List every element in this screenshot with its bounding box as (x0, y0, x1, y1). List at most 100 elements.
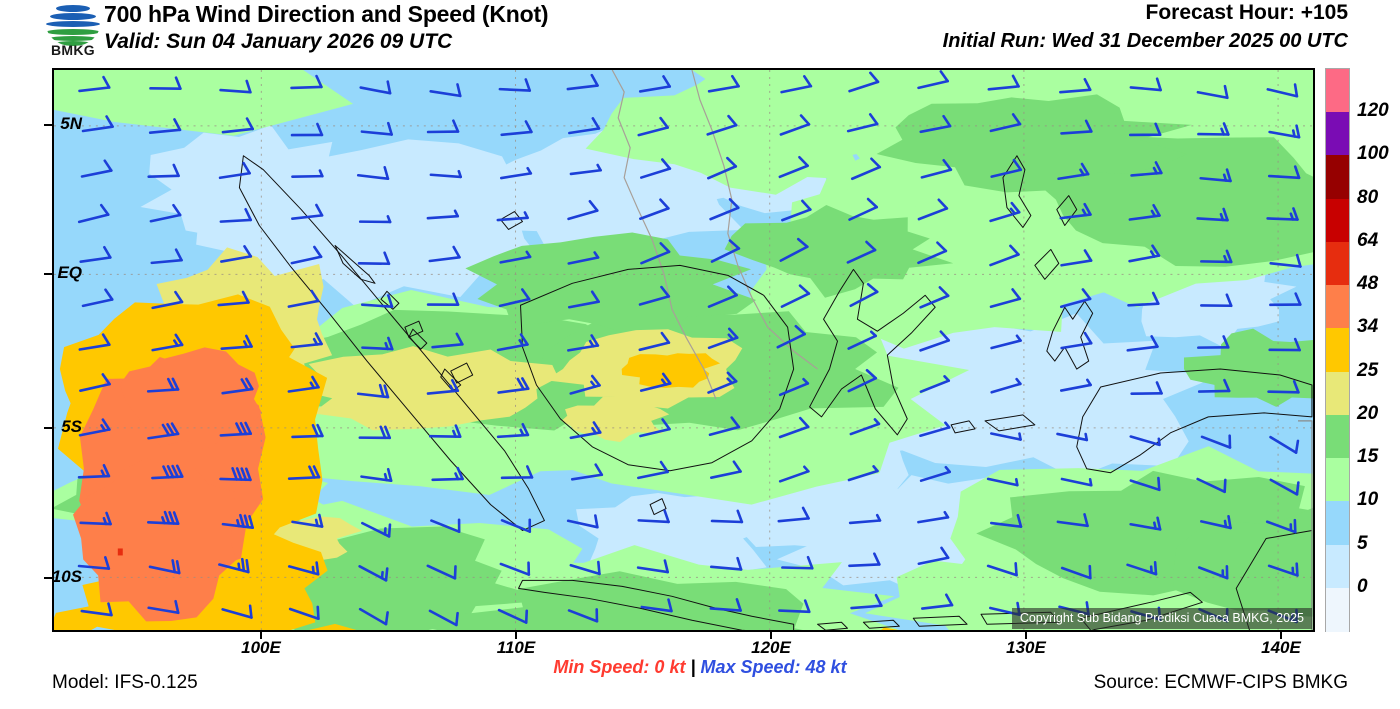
wind-barb (291, 423, 324, 439)
y-tickmark (44, 577, 52, 579)
wind-barb (847, 368, 878, 393)
wind-barb (1197, 378, 1231, 393)
x-axis-label-140e: 140E (1261, 638, 1301, 657)
wind-barb (426, 119, 460, 134)
wind-barb (848, 197, 879, 221)
wind-barb (500, 120, 533, 137)
wind-barb (80, 602, 113, 617)
source-label: Source: ECMWF-CIPS BMKG (1093, 672, 1348, 693)
wind-barb (1196, 477, 1227, 494)
windspeed-contour-band (428, 571, 804, 630)
wind-barb (221, 513, 254, 529)
wind-barb (1056, 432, 1089, 442)
wind-barb (79, 245, 112, 263)
coastline (1076, 368, 1313, 474)
wind-barb (431, 466, 464, 482)
wind-barb (356, 165, 390, 180)
coastline-overlay (238, 70, 1313, 630)
windspeed-contour-band (724, 204, 954, 298)
colorbar-band (1326, 328, 1349, 373)
wind-barb (846, 240, 877, 264)
wind-barb (220, 334, 253, 351)
wind-barb (849, 282, 879, 308)
wind-barb (1057, 162, 1090, 181)
colorbar-label: 80 (1357, 186, 1379, 208)
speed-summary: Min Speed: 0 kt | Max Speed: 48 kt (0, 657, 1400, 678)
wind-barb (566, 514, 599, 529)
wind-barb (426, 378, 460, 395)
wind-barb (360, 121, 393, 136)
wind-barb (426, 564, 457, 580)
wind-barb (220, 245, 253, 263)
y-axis-label-5s: 5S (61, 417, 82, 436)
windspeed-contour-band (621, 353, 721, 388)
wind-barb (1059, 77, 1092, 94)
windspeed-contour-band (876, 94, 1192, 193)
wind-barb (707, 371, 738, 394)
colorbar-band (1326, 458, 1349, 502)
windspeed-colorbar[interactable] (1325, 68, 1350, 632)
wind-barb (850, 157, 882, 181)
wind-barb (81, 288, 114, 308)
wind-speed-map[interactable]: Copyright Sub Bidang Prediksi Cuaca BMKG… (52, 68, 1315, 632)
colorbar-band (1326, 198, 1349, 243)
wind-barb (79, 511, 112, 526)
windspeed-contour-band (140, 125, 347, 243)
max-speed-cell (117, 548, 123, 556)
wind-barb (637, 509, 670, 524)
wind-barb (709, 198, 740, 221)
wind-barb (989, 201, 1021, 223)
wind-barb (431, 332, 464, 349)
wind-barb (1269, 253, 1302, 268)
coastline (1080, 591, 1203, 630)
wind-barb (291, 169, 324, 178)
y-tickmark (44, 273, 52, 275)
coastline (691, 70, 818, 370)
y-tickmark (44, 124, 52, 126)
wind-barb (1129, 435, 1161, 447)
wind-barb (1265, 518, 1297, 534)
wind-barb (707, 327, 739, 350)
wind-barb (850, 593, 883, 610)
wind-barb (990, 334, 1022, 350)
wind-barb (1196, 84, 1229, 100)
wind-barb (567, 200, 599, 221)
colorbar-band (1326, 112, 1349, 157)
wind-barb (290, 245, 323, 265)
wind-barb (989, 244, 1020, 267)
colorbar-band (1326, 371, 1349, 416)
colorbar-label: 5 (1357, 532, 1368, 554)
coastline (611, 70, 717, 400)
wind-barb (919, 465, 951, 482)
wind-barb (710, 239, 741, 263)
coastline (450, 362, 474, 384)
wind-barb (287, 289, 320, 308)
wind-barb (498, 78, 532, 92)
wind-barb (78, 75, 111, 93)
wind-barb (496, 333, 529, 352)
forecast-hour-label: Forecast Hour: +105 (1145, 1, 1349, 24)
windspeed-contour-band (1173, 507, 1313, 617)
initial-run-label: Initial Run: Wed 31 December 2025 00 UTC (942, 30, 1348, 52)
wind-barb (496, 211, 529, 222)
wind-barb (1128, 122, 1162, 137)
windspeed-contour-band (1183, 328, 1313, 407)
page-header: BMKG 700 hPa Wind Direction and Speed (K… (0, 0, 1400, 62)
x-axis-label-120e: 120E (751, 638, 791, 657)
wind-barb-overlay (77, 70, 1302, 627)
wind-barb (358, 565, 389, 582)
wind-barb (287, 465, 321, 480)
wind-barb (848, 71, 880, 93)
wind-barb (360, 467, 393, 483)
x-tickmark (1280, 632, 1282, 639)
wind-barb (781, 555, 814, 570)
wind-barb (360, 294, 394, 308)
valid-time-label: Valid: Sun 04 January 2026 09 UTC (104, 30, 453, 53)
wind-barb (146, 377, 180, 393)
wind-barb (986, 562, 1018, 577)
wind-barb (638, 331, 671, 352)
windspeed-contour-band (465, 232, 757, 336)
wind-barb (1056, 513, 1089, 528)
wind-barb (640, 598, 673, 613)
wind-barb (1060, 249, 1093, 267)
